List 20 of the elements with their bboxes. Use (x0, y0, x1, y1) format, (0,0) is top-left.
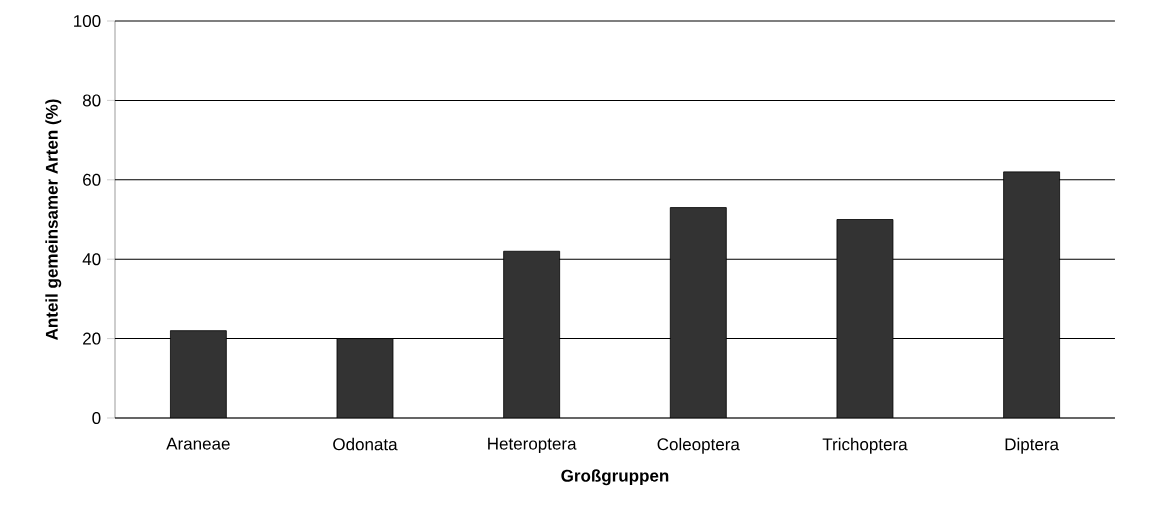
x-tick-label: Coleoptera (657, 437, 740, 454)
x-tick-label: Diptera (1005, 437, 1060, 454)
x-tick-label: Trichoptera (822, 437, 908, 454)
x-tick-label: Araneae (166, 437, 230, 450)
bar (336, 338, 394, 418)
y-tick-label: 80 (82, 94, 101, 107)
y-tick-label: 0 (92, 411, 101, 425)
bar (1003, 171, 1061, 418)
x-tick-label: Odonata (333, 437, 398, 451)
y-tick-label: 20 (83, 332, 101, 345)
bar (503, 250, 561, 418)
bar (836, 219, 894, 418)
y-tick-label: 60 (83, 173, 101, 186)
bar (669, 207, 727, 418)
x-axis-title: Großgruppen (561, 469, 669, 486)
bar (169, 330, 227, 418)
y-tick-label: 100 (74, 14, 101, 28)
y-axis-title: Anteil gemeinsamer Arten (%) (45, 99, 62, 340)
x-tick-label: Heteroptera (488, 437, 577, 454)
y-tick-label: 40 (82, 253, 101, 266)
